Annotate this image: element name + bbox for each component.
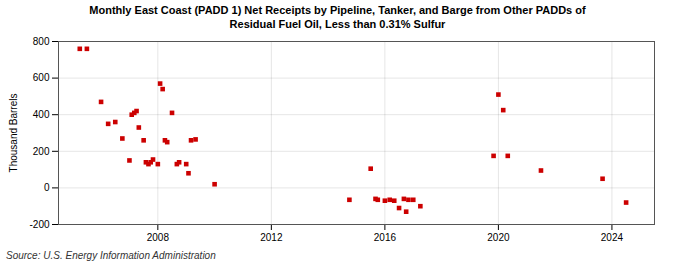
svg-text:0: 0 (44, 182, 50, 193)
svg-text:-200: -200 (29, 219, 49, 230)
svg-text:600: 600 (33, 72, 50, 83)
svg-text:2016: 2016 (374, 232, 397, 243)
svg-text:2024: 2024 (601, 232, 624, 243)
html-text:Source: U.S. Energy Informatio: Source: U.S. Energy Information Administ… (6, 250, 216, 261)
svg-text:2012: 2012 (260, 232, 283, 243)
svg-text:400: 400 (33, 109, 50, 120)
html-text:Monthly East Coast (PADD 1) Ne: Monthly East Coast (PADD 1) Net Receipts… (89, 4, 586, 30)
svg-text:800: 800 (33, 36, 50, 47)
svg-text:2008: 2008 (147, 232, 170, 243)
svg-text:200: 200 (33, 146, 50, 157)
svg-text:2020: 2020 (487, 232, 510, 243)
svg-text:Thousand Barrels: Thousand Barrels (8, 94, 19, 173)
